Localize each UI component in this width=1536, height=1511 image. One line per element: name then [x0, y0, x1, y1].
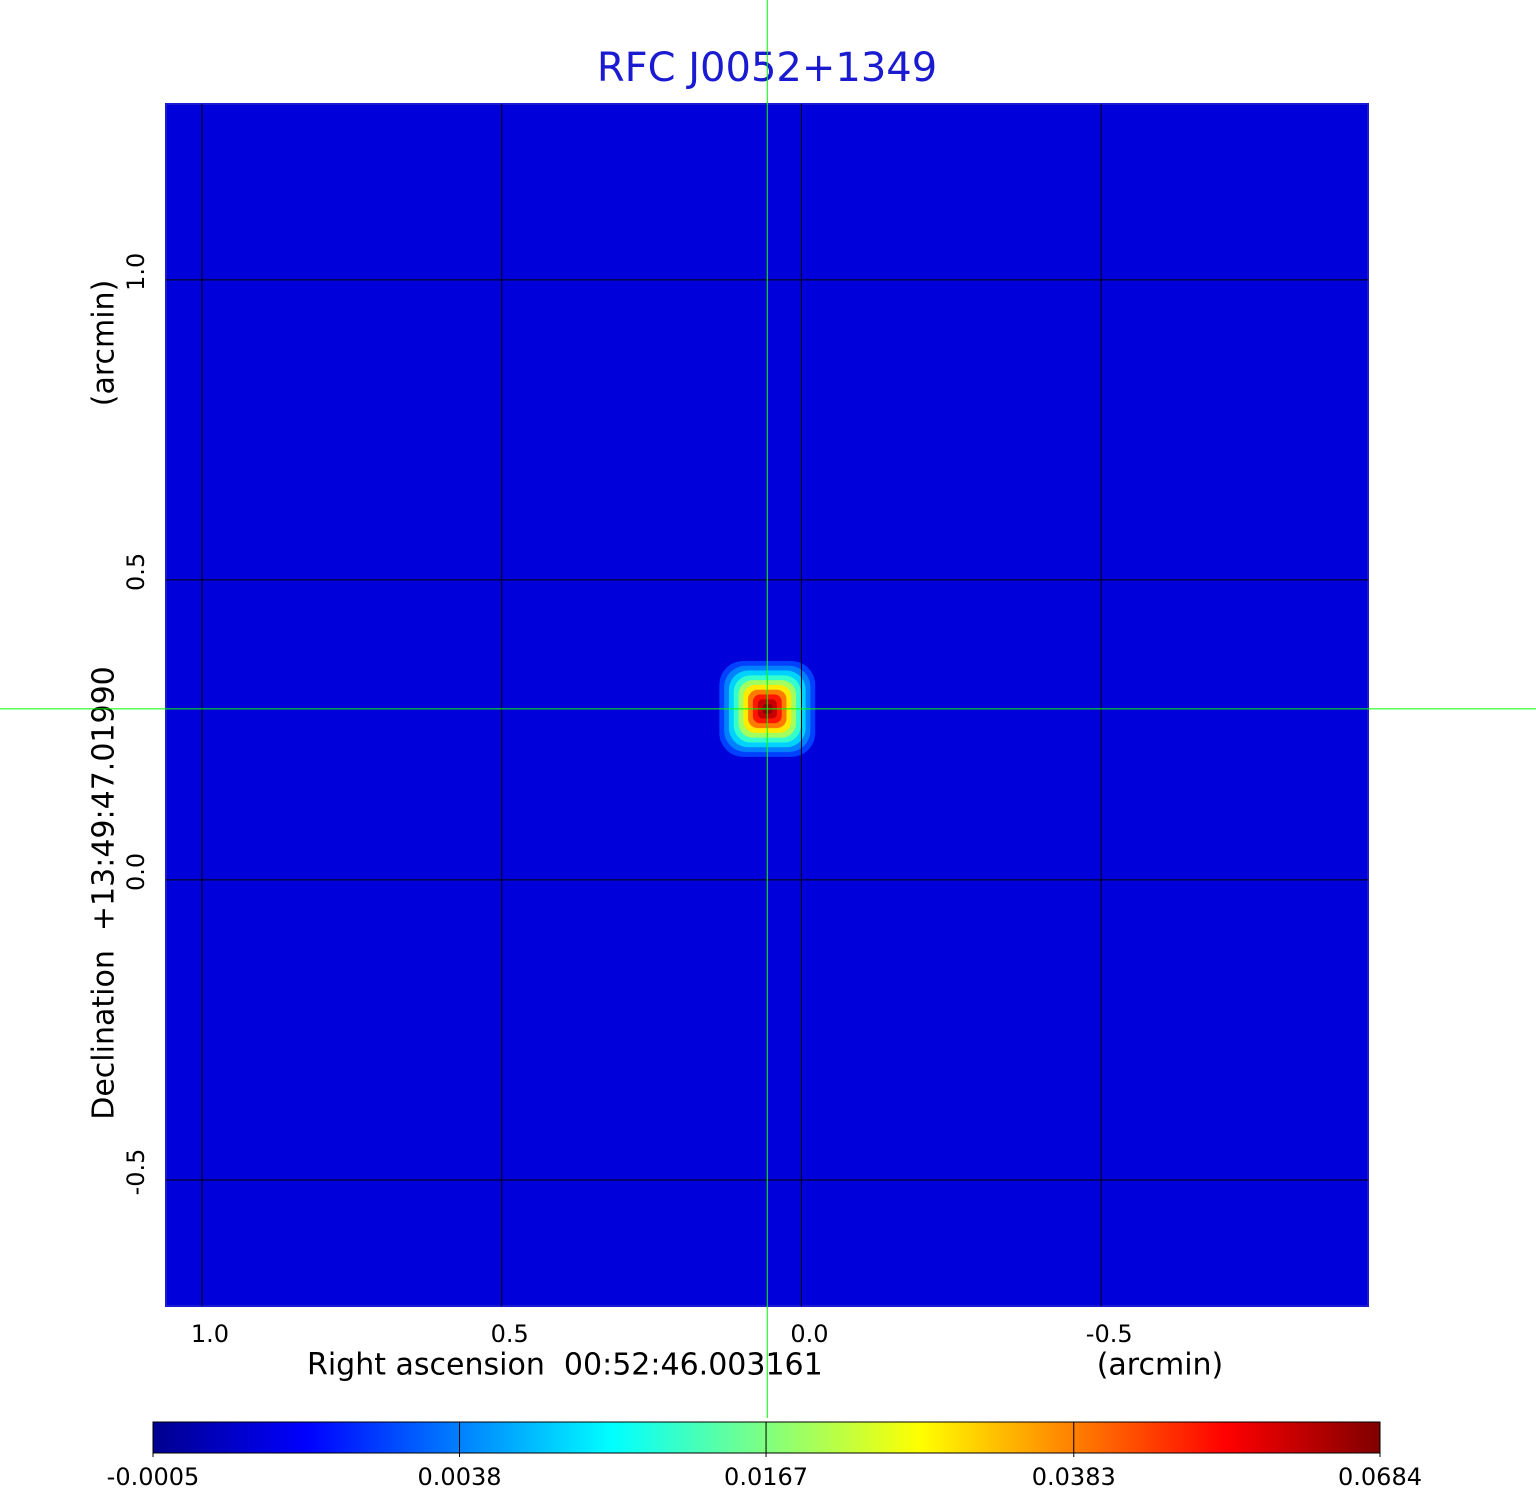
x-tick-label: 0.0 — [790, 1320, 828, 1348]
colorbar-tick-label: 0.0383 — [1032, 1463, 1116, 1491]
y-tick-label: -0.5 — [122, 1149, 150, 1196]
y-axis-unit: (arcmin) — [87, 280, 122, 407]
y-tick-label: 0.0 — [122, 853, 150, 891]
y-tick-label: 0.5 — [122, 553, 150, 591]
colorbar-tick-label: 0.0038 — [418, 1463, 502, 1491]
colorbar-tick-label: 0.0684 — [1338, 1463, 1422, 1491]
y-axis-label: Declination +13:49:47.01990 — [87, 666, 122, 1120]
x-axis-unit: (arcmin) — [1097, 1348, 1224, 1383]
x-tick-label: 1.0 — [191, 1320, 229, 1348]
x-tick-label: -0.5 — [1086, 1320, 1133, 1348]
colorbar-tick-label: 0.0167 — [724, 1463, 808, 1491]
x-axis-label: Right ascension 00:52:46.003161 — [307, 1348, 823, 1383]
colorbar-tick-label: -0.0005 — [107, 1463, 200, 1491]
x-tick-label: 0.5 — [491, 1320, 529, 1348]
y-tick-label: 1.0 — [122, 253, 150, 291]
